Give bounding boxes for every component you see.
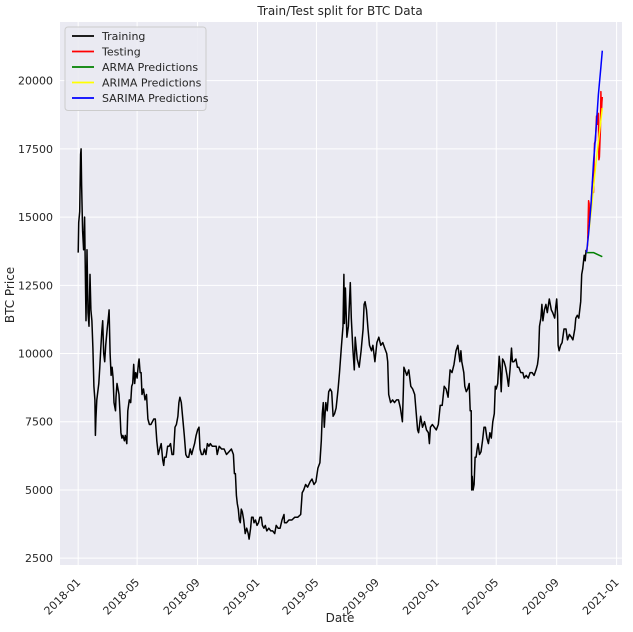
legend-entry: ARIMA Predictions <box>102 77 202 90</box>
y-tick-label: 15000 <box>18 211 53 224</box>
legend-entry: Training <box>101 30 145 43</box>
legend-entry: ARMA Predictions <box>102 61 198 74</box>
y-tick-label: 12500 <box>18 279 53 292</box>
chart-title: Train/Test split for BTC Data <box>256 4 422 18</box>
legend-box <box>64 26 207 111</box>
legend-entry: SARIMA Predictions <box>102 92 209 105</box>
series-lines <box>77 50 604 540</box>
y-tick-label: 20000 <box>18 75 53 88</box>
y-tick-label: 2500 <box>25 552 53 565</box>
x-axis-label: Date <box>326 611 355 625</box>
y-axis-label: BTC Price <box>3 267 17 323</box>
y-tick-label: 10000 <box>18 348 53 361</box>
series-line-sarima-predictions <box>585 50 604 253</box>
y-tick-label: 5000 <box>25 484 53 497</box>
plot-area <box>60 22 622 565</box>
y-tick-label: 7500 <box>25 416 53 429</box>
series-line-arma-predictions <box>586 251 603 258</box>
legend: Training Testing ARMA Predictions ARIMA Pre… <box>64 26 209 111</box>
y-tick-label: 17500 <box>18 143 53 156</box>
y-axis-ticks: 2500 5000 7500 10000 12500 15000 17500 20000 <box>18 75 53 566</box>
grid <box>60 22 622 565</box>
series-line-training <box>77 148 587 540</box>
legend-entry: Testing <box>101 46 141 59</box>
